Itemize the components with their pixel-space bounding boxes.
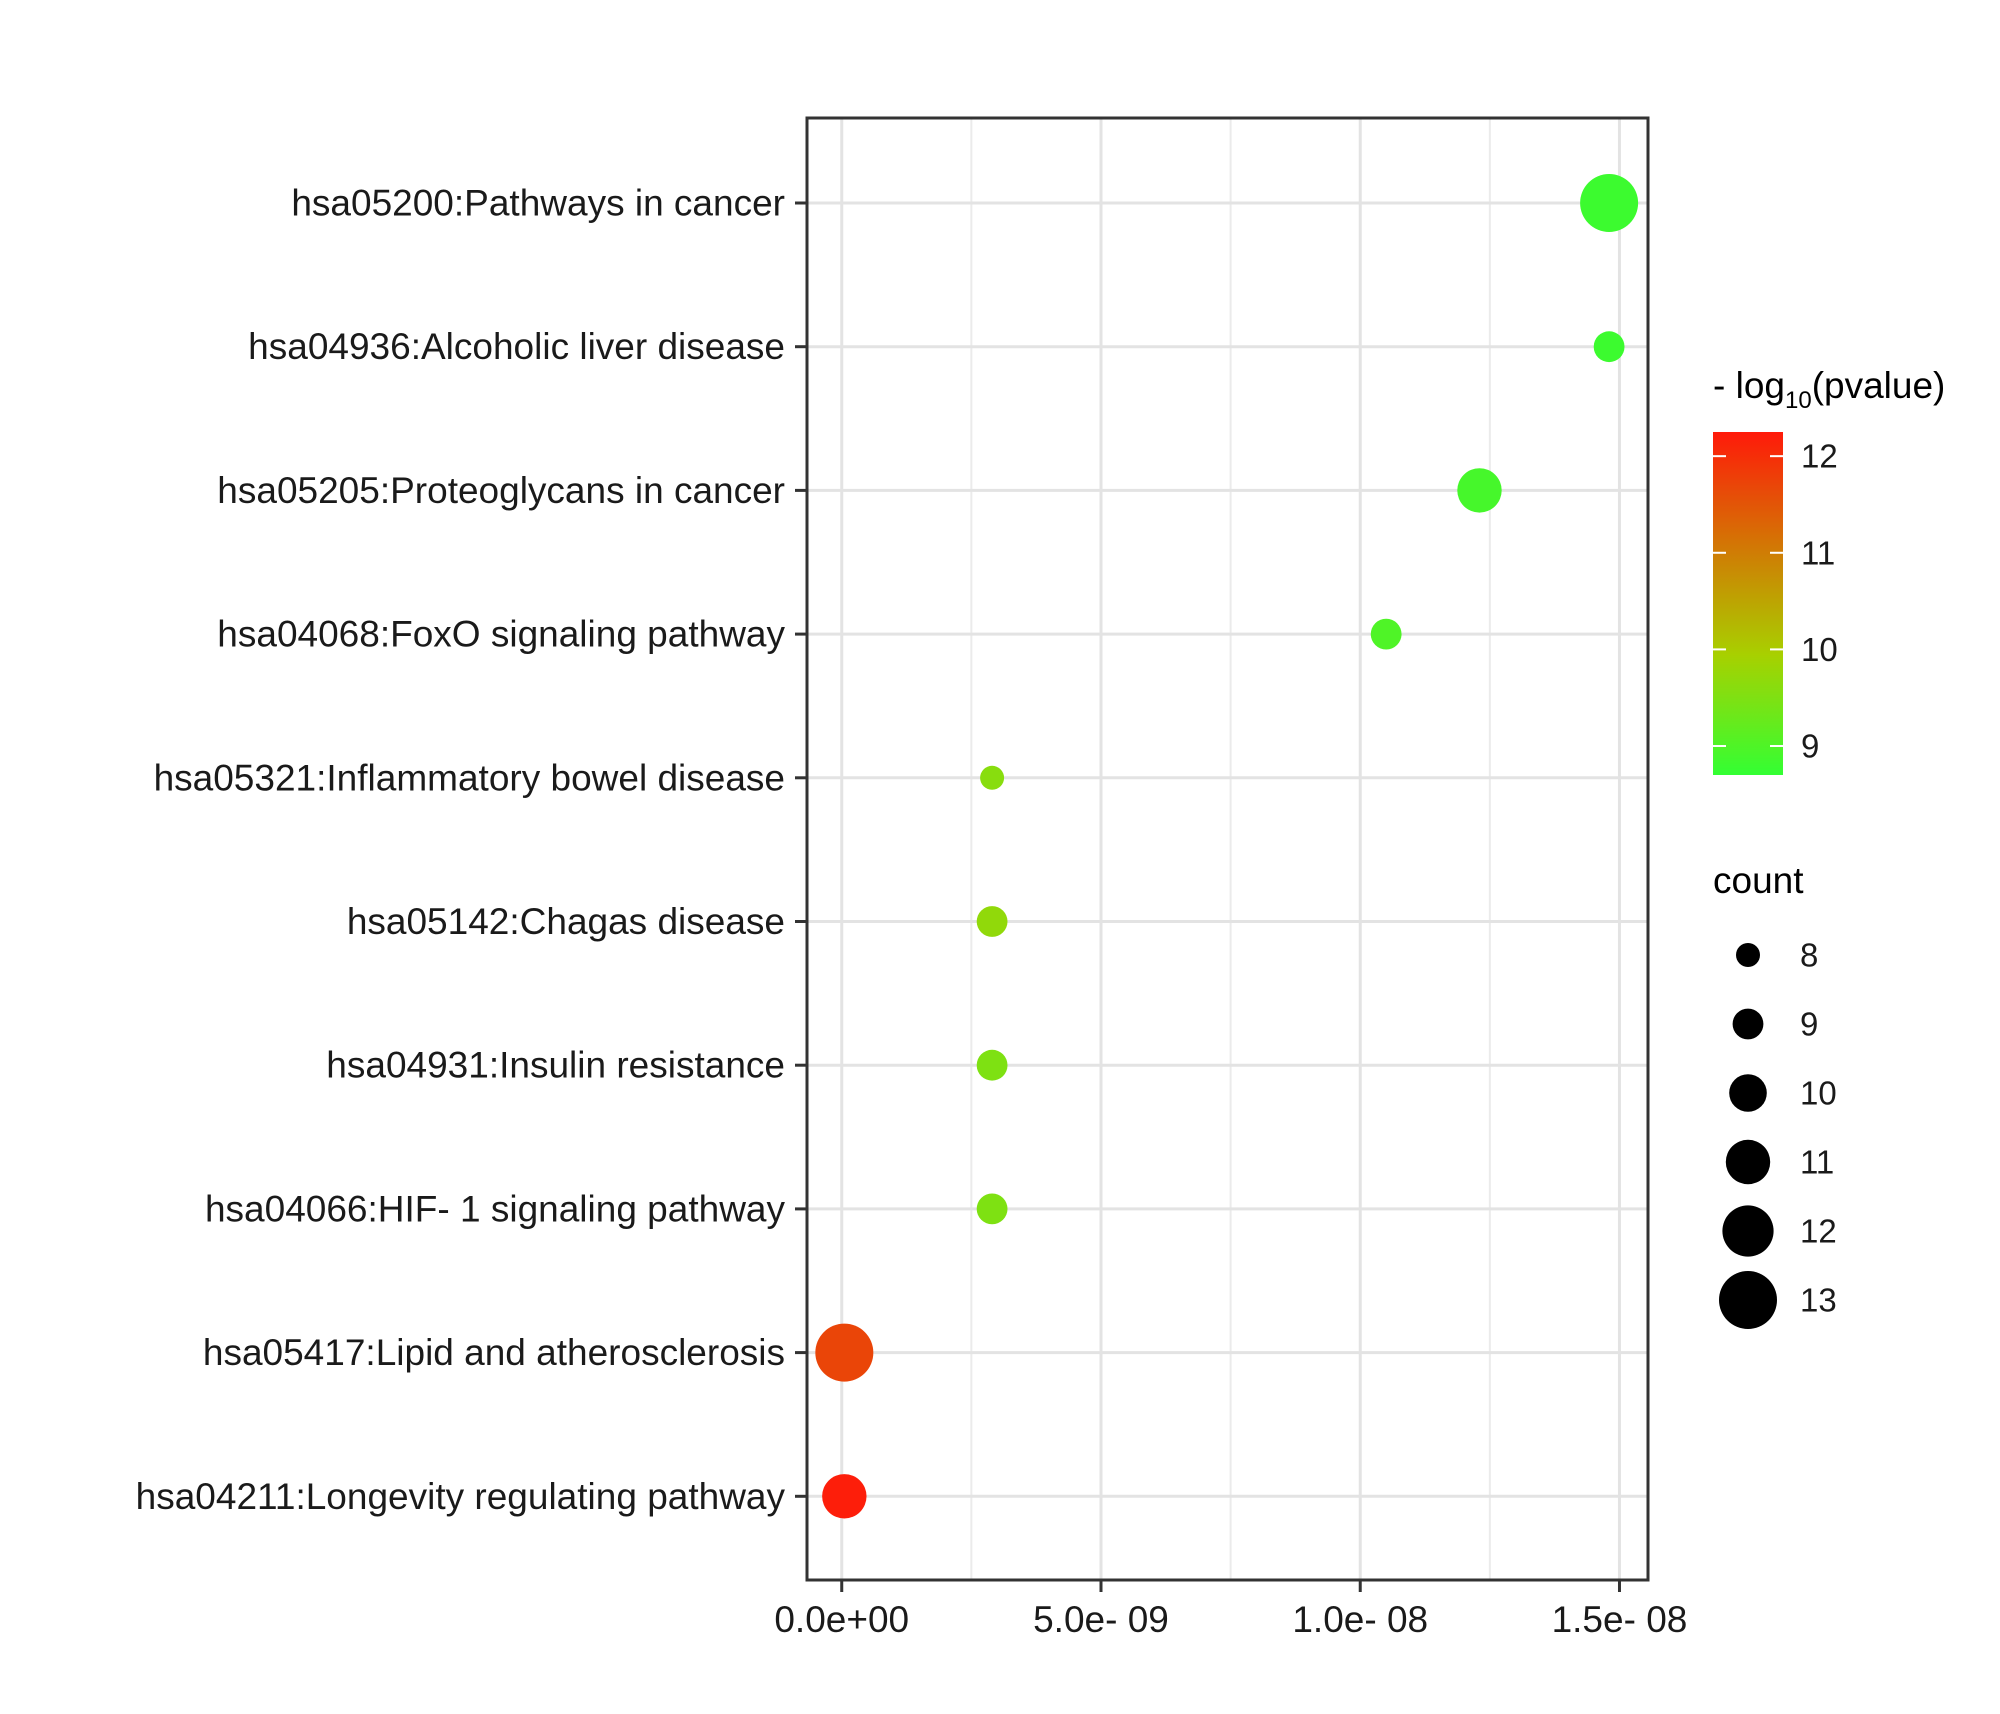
data-points [815,174,1639,1519]
color-legend-bar [1713,432,1783,775]
color-legend-label: 9 [1801,728,1819,765]
x-tick-label: 1.0e- 08 [1292,1599,1428,1640]
size-legend-label: 11 [1800,1144,1834,1181]
size-legend-dot [1725,1139,1771,1185]
point-hsa05142-chagas-disease [976,906,1008,937]
size-legend-label: 8 [1800,937,1818,974]
y-tick-label-hsa04066-hif-1-signaling-pathway: hsa04066:HIF- 1 signaling pathway [205,1188,786,1229]
size-legend-dot [1719,1271,1777,1329]
point-hsa04211-longevity-regulating-pathway [822,1474,867,1519]
size-legend-label: 10 [1800,1075,1837,1112]
y-tick-label-hsa05417-lipid-and-atherosclerosis: hsa05417:Lipid and atherosclerosis [203,1332,785,1373]
size-legend: count 8 9 10 11 12 13 [1713,860,1837,1329]
point-hsa04066-hif-1-signaling-pathway [976,1193,1008,1225]
color-legend-label: 11 [1801,534,1835,571]
y-axis-labels: hsa05200:Pathways in cancer hsa04936:Alco… [136,183,807,1517]
y-tick-label-hsa05205-proteoglycans-in-cancer: hsa05205:Proteoglycans in cancer [217,470,785,511]
point-hsa04931-insulin-resistance [976,1049,1008,1081]
x-tick-label: 0.0e+00 [774,1599,909,1640]
y-tick-label-hsa05200-pathways-in-cancer: hsa05200:Pathways in cancer [291,183,785,224]
color-legend-label: 12 [1801,438,1838,475]
point-hsa05417-lipid-and-atherosclerosis [815,1323,874,1382]
y-tick-label-hsa04068-foxo-signaling-pathway: hsa04068:FoxO signaling pathway [217,614,785,655]
color-legend-title: - log10(pvalue) [1713,365,1945,414]
size-legend-dot [1732,1008,1764,1040]
color-legend-title-subscript: 10 [1785,387,1812,414]
color-legend-title-suffix: (pvalue) [1812,365,1946,406]
point-hsa04068-foxo-signaling-pathway [1370,618,1402,650]
grid-lines [807,118,1648,1580]
size-legend-dot [1729,1074,1767,1112]
size-legend-dot [1722,1205,1774,1257]
y-tick-label-hsa05321-inflammatory-bowel-disease: hsa05321:Inflammatory bowel disease [154,757,785,798]
point-hsa04936-alcoholic-liver-disease [1593,331,1625,363]
color-legend-title-prefix: - log [1713,365,1785,406]
y-tick-label-hsa04936-alcoholic-liver-disease: hsa04936:Alcoholic liver disease [248,326,785,367]
y-tick-label-hsa05142-chagas-disease: hsa05142:Chagas disease [347,901,785,942]
point-hsa05321-inflammatory-bowel-disease [980,765,1005,790]
size-legend-label: 9 [1800,1006,1818,1043]
x-axis: 0.0e+00 5.0e- 09 1.0e- 08 1.5e- 08 [774,1580,1687,1640]
size-legend-label: 12 [1800,1213,1837,1250]
x-tick-label: 1.5e- 08 [1552,1599,1688,1640]
color-legend-label: 10 [1801,631,1838,668]
size-legend-dot [1736,943,1760,967]
x-tick-label: 5.0e- 09 [1033,1599,1169,1640]
point-hsa05200-pathways-in-cancer [1580,174,1639,232]
size-legend-title: count [1713,860,1804,901]
y-tick-label-hsa04931-insulin-resistance: hsa04931:Insulin resistance [326,1045,785,1086]
y-tick-label-hsa04211-longevity-regulating-pathway: hsa04211:Longevity regulating pathway [136,1476,786,1517]
size-legend-label: 13 [1800,1282,1837,1319]
point-hsa05205-proteoglycans-in-cancer [1457,468,1502,513]
plot-panel-border [805,116,1650,1582]
